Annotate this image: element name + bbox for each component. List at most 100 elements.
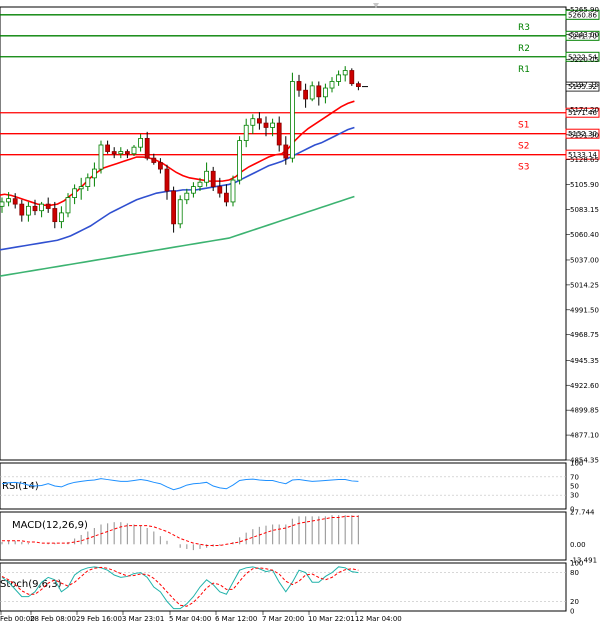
candle-body xyxy=(12,198,18,205)
level-tag-label: 5260.86 xyxy=(568,11,597,19)
candle-body xyxy=(223,192,229,203)
time-tick-label: 5 Mar 04:00 xyxy=(169,615,211,623)
stoch-d-line xyxy=(1,566,359,607)
candle-body xyxy=(289,81,295,159)
time-tick-label: 3 Mar 23:01 xyxy=(122,615,164,623)
candle-body xyxy=(204,170,210,183)
candle-body xyxy=(283,144,289,159)
level-tag-label: 5152.30 xyxy=(568,130,597,138)
candlesticks xyxy=(0,66,361,233)
moving-average-line xyxy=(0,100,355,207)
rsi-label: RSI(14) xyxy=(2,481,39,492)
price-tick-label: 4945.35 xyxy=(570,357,599,365)
price-tick-label: 5197.15 xyxy=(570,81,599,89)
macd-signal-line xyxy=(2,515,359,546)
pivot-levels: R3 5260.86 R2 5241.70 R1 5222.54 S1 5171.46 S2 51… xyxy=(0,9,600,173)
moving-average-line xyxy=(0,195,355,277)
current-price-label: 5195.32 xyxy=(568,83,597,91)
rsi-line xyxy=(1,478,359,491)
macd-signal-polyline xyxy=(2,515,359,546)
candle-body xyxy=(39,203,44,212)
candle-body xyxy=(85,177,91,188)
candle-body xyxy=(316,85,322,98)
price-tick-label: 5105.90 xyxy=(570,181,599,189)
candle-body xyxy=(131,146,137,155)
current-price-box xyxy=(565,81,600,92)
level-tag-label: 5222.54 xyxy=(568,53,597,61)
macd-tick-label: 0.00 xyxy=(570,541,586,549)
level-tag-box xyxy=(565,9,600,20)
price-tick-label: 5060.40 xyxy=(570,231,599,239)
time-tick-label: 29 Feb 16:00 xyxy=(76,615,122,623)
macd-panel: MACD(12,26,9) 27.744 0.00 -13.491 xyxy=(0,509,597,565)
moving-averages xyxy=(0,100,355,277)
price-tick-label: 5174.20 xyxy=(570,106,599,114)
price-tick-label: 5265.90 xyxy=(570,6,599,14)
level-tag-box xyxy=(565,30,600,41)
rsi-tick-label: 70 xyxy=(570,473,579,481)
price-tick-label: 4899.85 xyxy=(570,407,599,415)
candle-body xyxy=(19,203,25,216)
stoch-label: Stoch(9,6,3) xyxy=(0,579,62,590)
candle-body xyxy=(250,118,256,126)
candle-body xyxy=(32,205,38,212)
candle-body xyxy=(6,198,11,203)
time-tick-label: Feb 00:00 xyxy=(0,615,35,623)
candle-body xyxy=(65,197,71,214)
time-tick-label: 7 Mar 20:00 xyxy=(262,615,304,623)
candle-body xyxy=(105,144,110,152)
candle-body xyxy=(72,188,77,198)
price-tick-label: 5037.00 xyxy=(570,256,599,264)
level-name: R3 xyxy=(518,23,530,33)
candle-body xyxy=(78,186,84,190)
candle-body xyxy=(59,212,64,223)
moving-average-line xyxy=(0,126,355,251)
level-tag-box xyxy=(565,149,600,160)
time-tick-label: 28 Feb 08:00 xyxy=(30,615,76,623)
price-tick-label: 5243.00 xyxy=(570,31,599,39)
candle-body xyxy=(177,199,183,225)
candle-body xyxy=(52,208,58,223)
price-tick-label: 4968.75 xyxy=(570,331,599,339)
macd-axis: 27.744 0.00 -13.491 xyxy=(570,509,597,565)
candle-body xyxy=(138,138,144,148)
macd-histogram xyxy=(1,515,359,551)
price-tick-label: 4854.35 xyxy=(570,457,599,465)
macd-label: MACD(12,26,9) xyxy=(12,520,88,531)
price-tick-label: 5014.25 xyxy=(570,281,599,289)
level-name: S3 xyxy=(518,163,529,173)
price-axis: 5265.90 5243.00 5220.05 5197.15 5174.20 5151.… xyxy=(566,6,599,465)
candle-body xyxy=(184,192,190,201)
candle-body xyxy=(190,186,196,194)
candle-body xyxy=(237,140,243,181)
stoch-lines xyxy=(1,566,359,610)
candle-body xyxy=(355,83,361,87)
macd-tick-label: 27.744 xyxy=(570,509,595,517)
candle-body xyxy=(0,201,5,207)
candle-body xyxy=(349,70,355,85)
candle-body xyxy=(276,122,282,146)
shift-marker-icon xyxy=(373,3,379,8)
stoch-tick-label: 20 xyxy=(570,598,579,606)
level-tag-box xyxy=(565,107,600,118)
candle-body xyxy=(171,190,177,225)
time-tick-label: 10 Mar 22:01 xyxy=(308,615,355,623)
candle-body xyxy=(111,151,117,155)
candle-body xyxy=(151,157,157,163)
price-tick-label: 4991.50 xyxy=(570,306,599,314)
price-tick-label: 5220.05 xyxy=(570,56,599,64)
price-tick-label: 5128.65 xyxy=(570,156,599,164)
candle-body xyxy=(157,162,163,170)
candle-body xyxy=(98,144,104,170)
main-price-panel: R3 5260.86 R2 5241.70 R1 5222.54 S1 5171.46 S2 51… xyxy=(0,6,600,465)
candle-body xyxy=(336,74,342,82)
candle-body xyxy=(197,181,203,188)
candle-body xyxy=(303,89,309,100)
candle-body xyxy=(342,70,348,76)
candle-body xyxy=(296,81,302,91)
stoch-k-line xyxy=(1,566,359,610)
level-name: S2 xyxy=(518,142,529,152)
time-tick-label: 12 Mar 04:00 xyxy=(355,615,402,623)
